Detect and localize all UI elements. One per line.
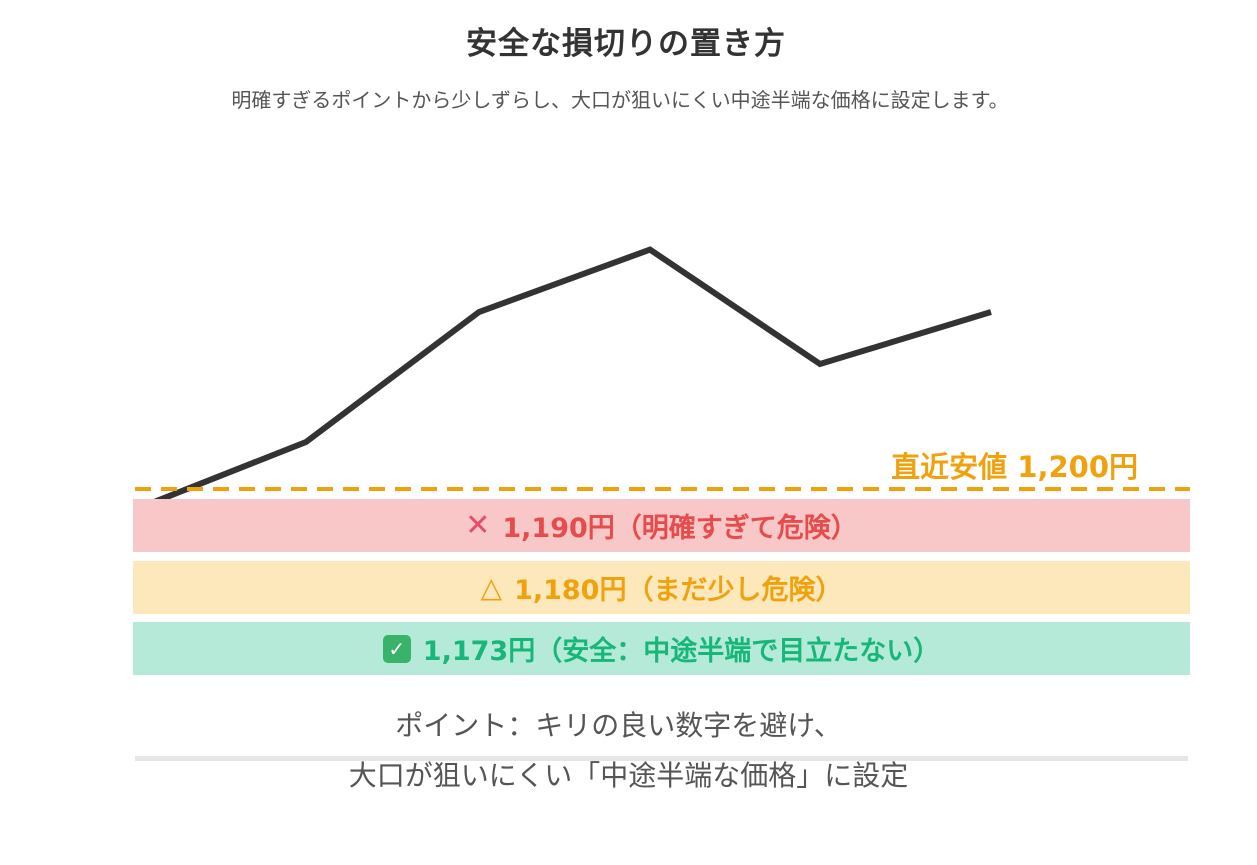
page-title: 安全な損切りの置き方 xyxy=(466,26,786,62)
safe-band: ✓ 1,173円（安全：中途半端で目立たない） xyxy=(133,622,1190,675)
support-label: 直近安値 1,200円 xyxy=(891,450,1138,484)
warning-band-label: 1,180円（まだ少し危険） xyxy=(514,575,843,606)
warning-band: △ 1,180円（まだ少し危険） xyxy=(133,561,1190,614)
price-line xyxy=(133,246,992,513)
page-subtitle: 明確すぎるポイントから少しずらし、大口が狙いにくい中途半端な価格に設定します。 xyxy=(231,88,1009,112)
cross-mark-icon: ✕ xyxy=(465,508,491,543)
note-line-2: 大口が狙いにくい「中途半端な価格」に設定 xyxy=(348,759,909,792)
danger-band-label: 1,190円（明確すぎて危険） xyxy=(502,513,858,544)
danger-band: ✕ 1,190円（明確すぎて危険） xyxy=(133,499,1190,552)
triangle-warning-icon: △ xyxy=(480,571,503,604)
divider xyxy=(135,756,1188,761)
safe-band-label: 1,173円（安全：中途半端で目立たない） xyxy=(422,636,941,667)
note-line-1: ポイント：キリの良い数字を避け、 xyxy=(395,709,842,742)
check-mark-icon: ✓ xyxy=(382,634,411,663)
